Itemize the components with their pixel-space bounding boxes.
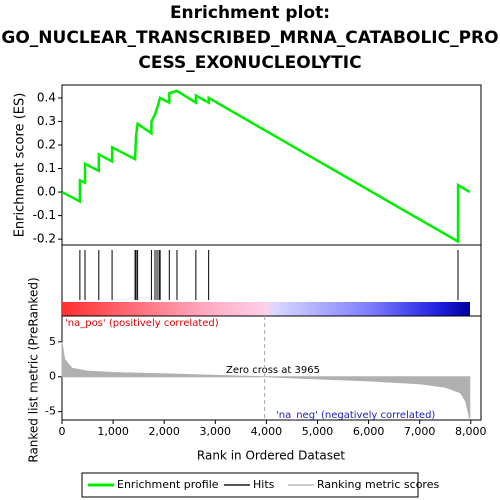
y-tick-label: -0.1 <box>33 208 56 222</box>
rank-color-bar <box>62 302 470 316</box>
x-tick-label: 4,000 <box>251 425 283 438</box>
x-axis-label: Rank in Ordered Dataset <box>197 449 345 463</box>
metric-area <box>61 341 471 419</box>
x-tick-label: 5,000 <box>302 425 334 438</box>
y-tick-label: 0.1 <box>37 161 56 175</box>
legend-label: Enrichment profile <box>117 478 219 491</box>
legend-label: Hits <box>253 478 275 491</box>
es-panel <box>61 84 482 246</box>
title-line: GO_NUCLEAR_TRANSCRIBED_MRNA_CATABOLIC_PR… <box>1 28 498 48</box>
es-line <box>61 89 471 244</box>
pos-label: 'na_pos' (positively correlated) <box>65 318 219 329</box>
x-tick-label: 6,000 <box>353 425 385 438</box>
y-tick-label: 0.2 <box>37 138 56 152</box>
metric-panel <box>61 315 482 421</box>
y2-tick-label: 5 <box>49 335 56 348</box>
zero-cross-label: Zero cross at 3965 <box>226 365 320 376</box>
x-tick-label: 1,000 <box>97 425 129 438</box>
x-tick-label: 2,000 <box>148 425 180 438</box>
neg-label: 'na_neg' (negatively correlated) <box>276 410 435 421</box>
y2-tick-label: 0 <box>49 370 56 383</box>
x-tick-label: 0 <box>59 425 66 438</box>
y-tick-label: 0.0 <box>37 185 56 199</box>
x-tick-label: 3,000 <box>200 425 232 438</box>
legend-label: Ranking metric scores <box>317 478 439 491</box>
y-tick-label: 0.4 <box>37 90 56 104</box>
y2-axis-label: Ranked list metric (PreRanked) <box>27 277 41 462</box>
x-tick-label: 7,000 <box>404 425 436 438</box>
x-tick-label: 8,000 <box>455 425 487 438</box>
y-axis-label: Enrichment score (ES) <box>13 93 28 238</box>
y-tick-label: 0.3 <box>37 114 56 128</box>
title-line: Enrichment plot: <box>170 3 330 23</box>
y-tick-label: -0.2 <box>33 232 56 246</box>
y2-tick-label: -5 <box>45 405 56 418</box>
title-line: CESS_EXONUCLEOLYTIC <box>138 53 361 73</box>
